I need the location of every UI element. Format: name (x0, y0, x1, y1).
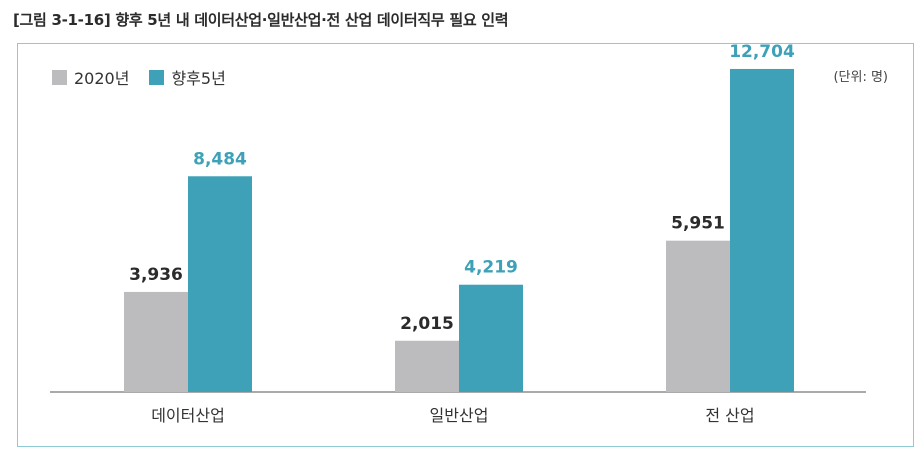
bar-future-1 (459, 284, 523, 392)
value-label-future-1: 4,219 (464, 258, 518, 278)
legend-swatch-future (149, 69, 165, 85)
legend-swatch-2020 (52, 69, 67, 85)
figure-title: [그림 3-1-16] 향후 5년 내 데이터산업·일반산업·전 산업 데이터직… (13, 11, 509, 29)
value-label-2020-0: 3,936 (129, 265, 183, 285)
category-label-2: 전 산업 (705, 406, 754, 425)
bar-2020-1 (395, 340, 459, 392)
value-label-2020-1: 2,015 (400, 314, 454, 334)
legend: 2020년 향후5년 (52, 65, 246, 89)
category-label-0: 데이터산업 (151, 406, 225, 425)
chart-frame (17, 43, 914, 447)
value-label-future-0: 8,484 (193, 149, 247, 169)
legend-item-future: 향후5년 (149, 65, 226, 89)
bar-2020-2 (666, 240, 730, 392)
bar-2020-0 (124, 291, 188, 392)
legend-item-2020: 2020년 (52, 65, 129, 89)
legend-label-2020: 2020년 (74, 69, 130, 88)
value-label-future-2: 12,704 (729, 42, 795, 62)
value-label-2020-2: 5,951 (671, 214, 725, 234)
bar-future-2 (730, 68, 794, 392)
bar-future-0 (188, 176, 252, 392)
category-label-1: 일반산업 (430, 406, 489, 425)
unit-label: (단위: 명) (833, 70, 888, 85)
legend-label-future: 향후5년 (171, 69, 226, 88)
